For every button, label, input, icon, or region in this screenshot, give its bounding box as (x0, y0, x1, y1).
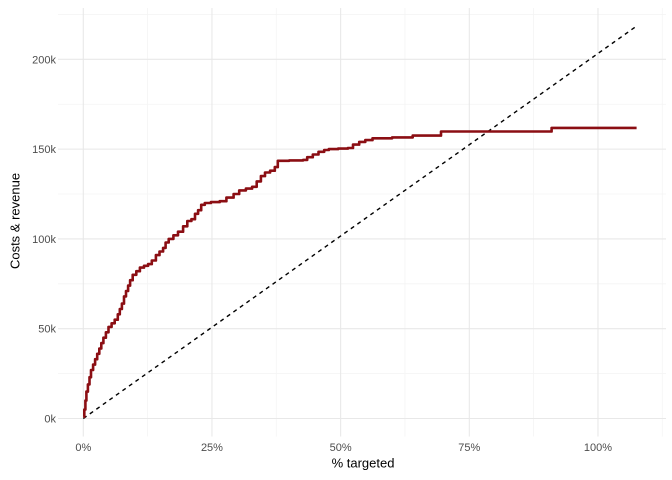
y-tick-label: 0k (44, 414, 56, 426)
y-tick-label: 50k (38, 324, 56, 336)
y-tick-label: 200k (32, 54, 56, 66)
x-tick-label: 25% (201, 442, 223, 454)
y-tick-label: 150k (32, 144, 56, 156)
panel-background (58, 8, 666, 437)
cumulative-revenue-step-curve (83, 126, 637, 418)
x-tick-label: 50% (330, 442, 352, 454)
y-axis-title: Costs & revenue (7, 172, 23, 270)
y-tick-label: 100k (32, 234, 56, 246)
cost-breakeven-dashed-line (82, 25, 637, 420)
x-tick-label: 100% (584, 442, 612, 454)
x-tick-label: 0% (75, 442, 91, 454)
x-axis-title: % targeted (331, 455, 395, 471)
x-tick-label: 75% (458, 442, 480, 454)
